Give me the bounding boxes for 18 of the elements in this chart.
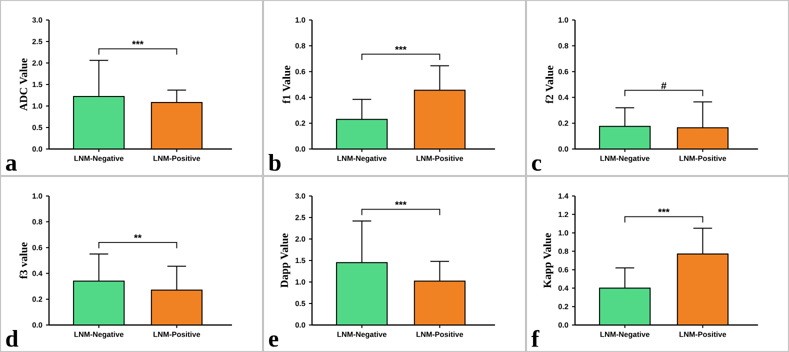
annotation: *** xyxy=(658,208,670,212)
y-axis-title: ADC Value xyxy=(20,58,28,111)
text: e xyxy=(269,335,278,347)
text: b xyxy=(268,154,281,171)
annotation: *** xyxy=(395,201,407,205)
y-axis-title: Dapp Value xyxy=(280,233,290,288)
annotation: *** xyxy=(395,46,407,50)
text: d xyxy=(6,330,18,347)
y-axis-title: f2 Value xyxy=(545,66,554,104)
text: f xyxy=(531,330,540,347)
annotation: # xyxy=(661,82,666,90)
text: c xyxy=(532,159,542,171)
y-axis-title: f1 Value xyxy=(282,66,290,104)
text: a xyxy=(6,159,17,171)
annotation: ** xyxy=(134,234,142,238)
y-axis-title: Kapp Value xyxy=(543,233,554,288)
annotation: *** xyxy=(132,40,144,44)
y-axis-title: f3 value xyxy=(19,242,28,279)
